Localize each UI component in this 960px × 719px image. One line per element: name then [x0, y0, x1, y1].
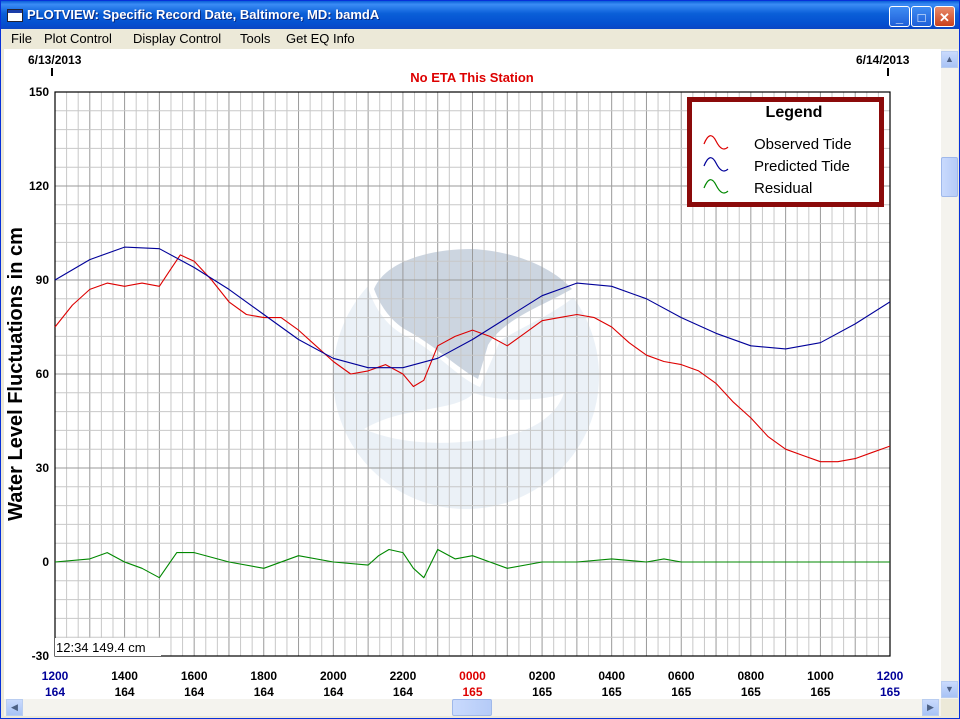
scroll-down-icon[interactable]: ▼: [941, 681, 958, 698]
y-tick-label: 60: [36, 367, 50, 381]
scroll-right-icon[interactable]: ▶: [922, 699, 939, 716]
x-tick-secondary-label: 165: [602, 685, 622, 699]
x-tick-secondary-label: 164: [323, 685, 343, 699]
menu-tools[interactable]: Tools: [240, 31, 271, 46]
title-bar[interactable]: PLOTVIEW: Specific Record Date, Baltimor…: [1, 1, 959, 29]
y-tick-label: 150: [29, 85, 49, 99]
legend-label-observed: Observed Tide: [754, 136, 852, 153]
y-tick-label: 30: [36, 461, 50, 475]
x-tick-label: 0000: [459, 669, 486, 683]
legend-box: [692, 102, 879, 202]
eta-message: No ETA This Station: [410, 70, 534, 85]
size-grip: [941, 699, 958, 716]
x-tick-label: 2000: [320, 669, 347, 683]
series-line-residual: [54, 548, 890, 579]
legend-swatch-observed: [703, 135, 729, 150]
minimize-icon[interactable]: _: [889, 6, 910, 27]
x-tick-label: 1200: [42, 669, 69, 683]
x-tick-label: 0200: [529, 669, 556, 683]
close-icon[interactable]: ✕: [934, 6, 955, 27]
x-tick-secondary-label: 165: [532, 685, 552, 699]
legend-label-predicted: Predicted Tide: [754, 158, 850, 175]
y-tick-label: 120: [29, 179, 49, 193]
x-axis-ticks: 1200 164 1400 164 1600 164 1800 164 2000 164 2200 1…: [42, 669, 904, 699]
menu-get-eq-info[interactable]: Get EQ Info: [286, 31, 355, 46]
plot-grid: [55, 92, 890, 656]
legend-title: Legend: [766, 104, 823, 121]
vertical-scrollbar[interactable]: ▲ ▼: [941, 49, 958, 699]
tide-plot[interactable]: 150 120 90 60 30 0 -30 1200 164 1400 164 1600 164 18…: [4, 49, 941, 699]
series-lines: [54, 246, 891, 579]
x-tick-secondary-label: 165: [462, 685, 482, 699]
y-tick-label: 90: [36, 273, 50, 287]
end-date-label: 6/14/2013: [856, 53, 910, 67]
app-icon: [7, 9, 23, 22]
x-tick-secondary-label: 164: [115, 685, 135, 699]
y-axis-label: Water Level Fluctuations in cm: [5, 227, 27, 521]
legend-swatch-predicted: [703, 157, 729, 172]
x-tick-label: 1200: [877, 669, 904, 683]
vertical-scroll-thumb[interactable]: [941, 157, 958, 197]
legend: Legend Observed Tide Predicted Tide Resi…: [687, 97, 884, 207]
legend-label-residual: Residual: [754, 180, 812, 197]
x-tick-label: 1800: [250, 669, 277, 683]
start-date-label: 6/13/2013: [28, 53, 82, 67]
cursor-readout: 12:34 149.4 cm: [56, 640, 146, 655]
x-tick-label: 0400: [598, 669, 625, 683]
y-tick-label: -30: [32, 649, 50, 663]
x-tick-label: 1000: [807, 669, 834, 683]
y-tick-label: 0: [42, 555, 49, 569]
menu-bar: File Plot Control Display Control Tools …: [1, 29, 959, 49]
x-tick-label: 2200: [390, 669, 417, 683]
x-tick-label: 1600: [181, 669, 208, 683]
horizontal-scroll-thumb[interactable]: [452, 699, 492, 716]
scroll-left-icon[interactable]: ◀: [6, 699, 23, 716]
x-tick-label: 1400: [111, 669, 138, 683]
x-tick-secondary-label: 165: [880, 685, 900, 699]
x-tick-secondary-label: 164: [254, 685, 274, 699]
x-tick-label: 0800: [737, 669, 764, 683]
noaa-watermark-logo: [333, 240, 599, 509]
x-tick-secondary-label: 165: [810, 685, 830, 699]
series-line-predicted-tide: [54, 246, 891, 369]
y-axis-ticks: 150 120 90 60 30 0 -30: [29, 85, 49, 663]
horizontal-scrollbar[interactable]: ◀ ▶: [4, 699, 941, 716]
x-tick-secondary-label: 165: [741, 685, 761, 699]
x-tick-secondary-label: 164: [45, 685, 65, 699]
plot-area[interactable]: 150 120 90 60 30 0 -30 1200 164 1400 164 1600 164 18…: [4, 49, 941, 699]
x-tick-secondary-label: 165: [671, 685, 691, 699]
scroll-up-icon[interactable]: ▲: [941, 51, 958, 68]
window-title: PLOTVIEW: Specific Record Date, Baltimor…: [27, 7, 380, 22]
x-tick-label: 0600: [668, 669, 695, 683]
menu-display-control[interactable]: Display Control: [133, 31, 222, 46]
series-line-observed-tide: [54, 254, 891, 463]
menu-plot-control[interactable]: Plot Control: [44, 31, 112, 46]
plot-frame: [54, 91, 891, 657]
maximize-icon[interactable]: □: [911, 6, 932, 27]
menu-file[interactable]: File: [11, 31, 32, 46]
x-tick-secondary-label: 164: [393, 685, 413, 699]
legend-swatch-residual: [703, 179, 729, 194]
x-tick-secondary-label: 164: [184, 685, 204, 699]
cursor-readout-box: [55, 638, 161, 656]
